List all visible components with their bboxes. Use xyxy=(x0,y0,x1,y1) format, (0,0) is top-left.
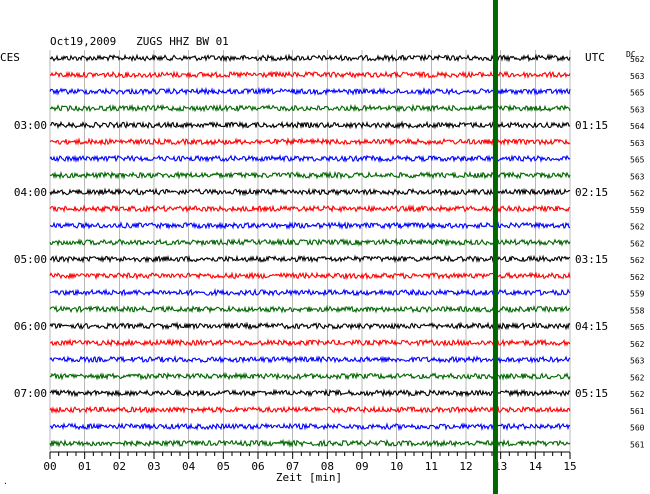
trace-17 xyxy=(49,338,571,348)
x-tick-label-02: 02 xyxy=(113,460,126,473)
x-tick-label-14: 14 xyxy=(529,460,543,473)
right-time-label-4: 05:15 xyxy=(575,387,608,400)
left-time-label-2: 05:00 xyxy=(14,253,47,266)
dc-value-23: 561 xyxy=(630,440,645,449)
left-time-labels: 03:00 04:00 05:00 06:00 07:00 xyxy=(14,119,47,400)
trace-21 xyxy=(49,405,571,415)
grid-lines xyxy=(49,50,571,452)
x-tick-label-06: 06 xyxy=(251,460,264,473)
dc-value-6: 565 xyxy=(630,156,645,165)
x-tick-label-15: 15 xyxy=(563,460,576,473)
dc-value-12: 562 xyxy=(630,256,645,265)
dc-value-18: 563 xyxy=(630,357,645,366)
left-time-label-3: 06:00 xyxy=(14,320,47,333)
trace-23 xyxy=(49,438,571,448)
chart-title: Oct19,2009 ZUGS HHZ BW 01 xyxy=(50,35,229,48)
trace-22 xyxy=(49,422,571,432)
x-tick-label-08: 08 xyxy=(321,460,334,473)
right-timezone-label: UTC xyxy=(585,51,605,64)
x-tick-label-07: 07 xyxy=(286,460,299,473)
trace-11 xyxy=(49,237,571,247)
dc-value-19: 562 xyxy=(630,373,645,382)
trace-5 xyxy=(49,137,571,147)
x-axis-label: Zeit [min] xyxy=(276,471,342,484)
trace-16 xyxy=(49,321,571,331)
trace-15 xyxy=(49,304,571,314)
right-time-label-1: 02:15 xyxy=(575,186,608,199)
right-time-label-2: 03:15 xyxy=(575,253,608,266)
x-tick-label-04: 04 xyxy=(182,460,196,473)
trace-13 xyxy=(49,271,571,281)
trace-4 xyxy=(49,120,571,130)
seismic-traces xyxy=(49,53,571,448)
trace-7 xyxy=(49,170,571,180)
x-tick-label-10: 10 xyxy=(390,460,403,473)
right-time-label-0: 01:15 xyxy=(575,119,608,132)
right-time-label-3: 04:15 xyxy=(575,320,608,333)
dc-value-3: 563 xyxy=(630,105,645,114)
trace-20 xyxy=(49,388,571,398)
left-time-label-4: 07:00 xyxy=(14,387,47,400)
trace-18 xyxy=(49,355,571,364)
left-timezone-label: CES xyxy=(0,51,20,64)
trace-19 xyxy=(49,371,571,381)
dc-header-label: DC xyxy=(626,50,636,59)
trace-2 xyxy=(49,86,571,97)
corner-mark: . xyxy=(3,477,8,486)
dc-value-13: 562 xyxy=(630,273,645,282)
right-time-labels: 01:15 02:15 03:15 04:15 05:15 xyxy=(575,119,608,400)
trace-14 xyxy=(49,288,571,297)
x-tick-label-05: 05 xyxy=(217,460,230,473)
dc-value-15: 558 xyxy=(630,306,645,315)
left-time-label-0: 03:00 xyxy=(14,119,47,132)
x-tick-label-01: 01 xyxy=(78,460,91,473)
dc-value-14: 559 xyxy=(630,290,645,299)
dc-value-11: 562 xyxy=(630,239,645,248)
dc-value-16: 565 xyxy=(630,323,645,332)
dc-value-21: 561 xyxy=(630,407,645,416)
trace-8 xyxy=(49,187,571,197)
dc-value-4: 564 xyxy=(630,122,645,131)
x-tick-label-00: 00 xyxy=(43,460,56,473)
trace-12 xyxy=(49,254,571,264)
x-tick-label-11: 11 xyxy=(425,460,438,473)
trace-10 xyxy=(49,220,571,230)
x-tick-label-03: 03 xyxy=(147,460,160,473)
dc-value-0: 562 xyxy=(630,55,645,64)
trace-3 xyxy=(49,103,571,113)
x-tick-label-12: 12 xyxy=(459,460,472,473)
dc-value-1: 563 xyxy=(630,72,645,81)
dc-value-7: 563 xyxy=(630,172,645,181)
dc-value-9: 559 xyxy=(630,206,645,215)
dc-value-5: 563 xyxy=(630,139,645,148)
x-tick-label-09: 09 xyxy=(355,460,368,473)
trace-0 xyxy=(49,53,571,63)
x-axis: 00 01 02 03 04 05 06 07 08 09 10 11 12 13 14 15 xyxy=(43,451,577,473)
dc-value-17: 562 xyxy=(630,340,645,349)
trace-6 xyxy=(49,153,571,164)
dc-value-8: 562 xyxy=(630,189,645,198)
trace-9 xyxy=(49,204,571,214)
dc-value-22: 560 xyxy=(630,424,645,433)
dc-value-20: 562 xyxy=(630,390,645,399)
dc-values: 562 563 565 563 564 563 565 563 562 559 562 562 562 5… xyxy=(630,55,645,449)
trace-1 xyxy=(49,70,571,80)
dc-value-2: 565 xyxy=(630,89,645,98)
left-time-label-1: 04:00 xyxy=(14,186,47,199)
dc-value-10: 562 xyxy=(630,223,645,232)
